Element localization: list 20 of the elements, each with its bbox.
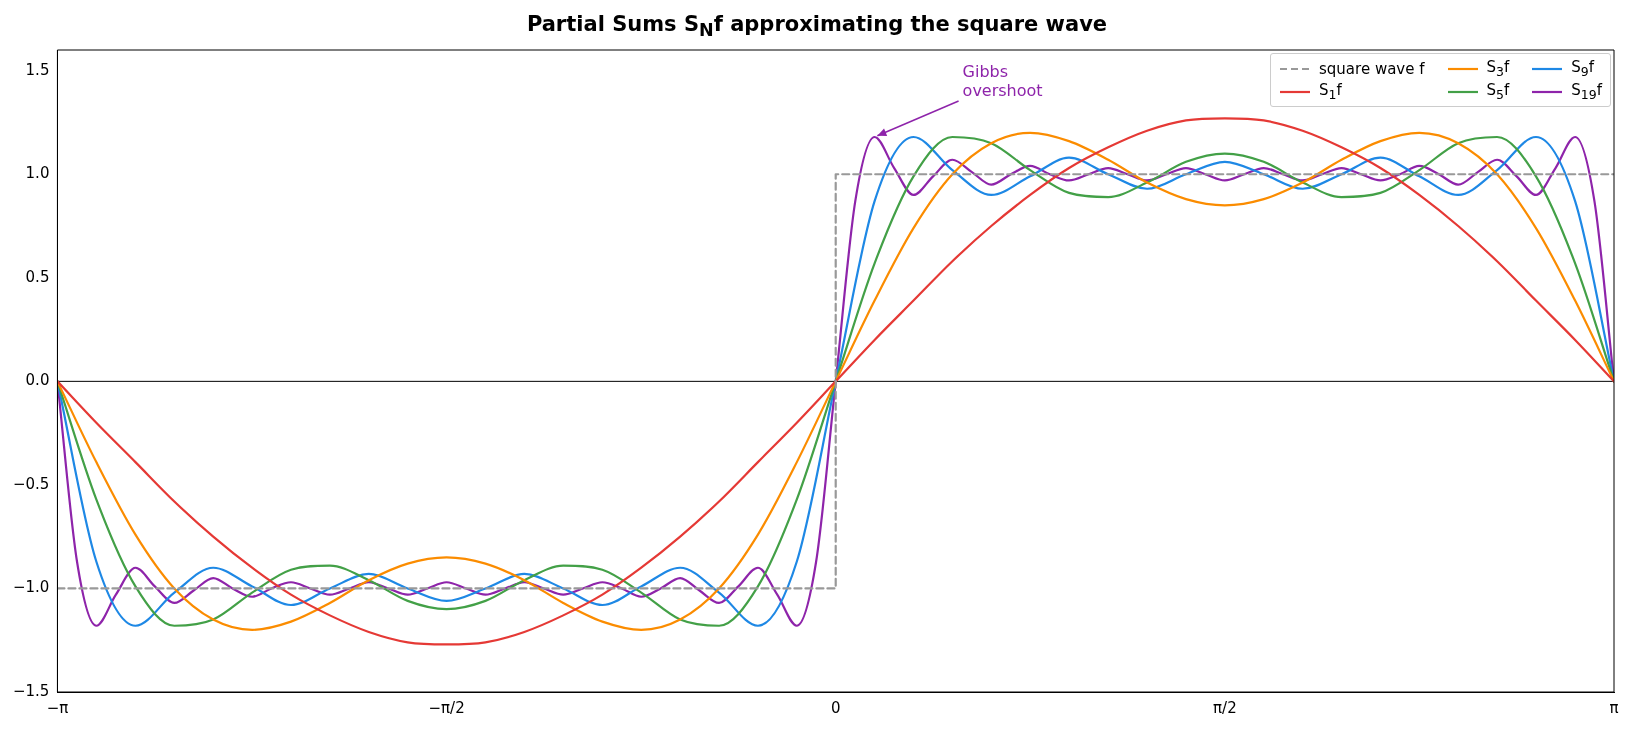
y-tick-label: −1.0 <box>12 578 50 597</box>
y-tick-label: 0.5 <box>25 267 50 286</box>
y-tick-label: 0.0 <box>25 371 50 390</box>
x-tick-label: −π <box>46 698 69 717</box>
x-tick-label: −π/2 <box>428 698 465 717</box>
x-tick-label: π <box>1609 698 1619 717</box>
legend-label: S$_{1}$f <box>1319 81 1342 102</box>
annotation: Gibbs overshoot <box>962 62 1043 101</box>
y-tick-label: 1.5 <box>25 60 50 79</box>
chart-title: Partial Sums S$_{N}$f approximating the square wave <box>525 12 1109 41</box>
legend-label: S$_{3}$f <box>1486 58 1510 79</box>
legend-label: S$_{9}$f <box>1571 58 1595 79</box>
legend-label: S$_{5}$f <box>1486 81 1510 102</box>
x-tick-label: 0 <box>830 698 841 717</box>
y-tick-label: 1.0 <box>25 164 50 183</box>
y-tick-label: −0.5 <box>12 474 50 493</box>
x-tick-label: π/2 <box>1213 698 1237 717</box>
legend-label: square wave f <box>1319 59 1425 78</box>
y-tick-label: −1.5 <box>12 681 50 700</box>
legend-label: S$_{19}$f <box>1571 81 1602 102</box>
